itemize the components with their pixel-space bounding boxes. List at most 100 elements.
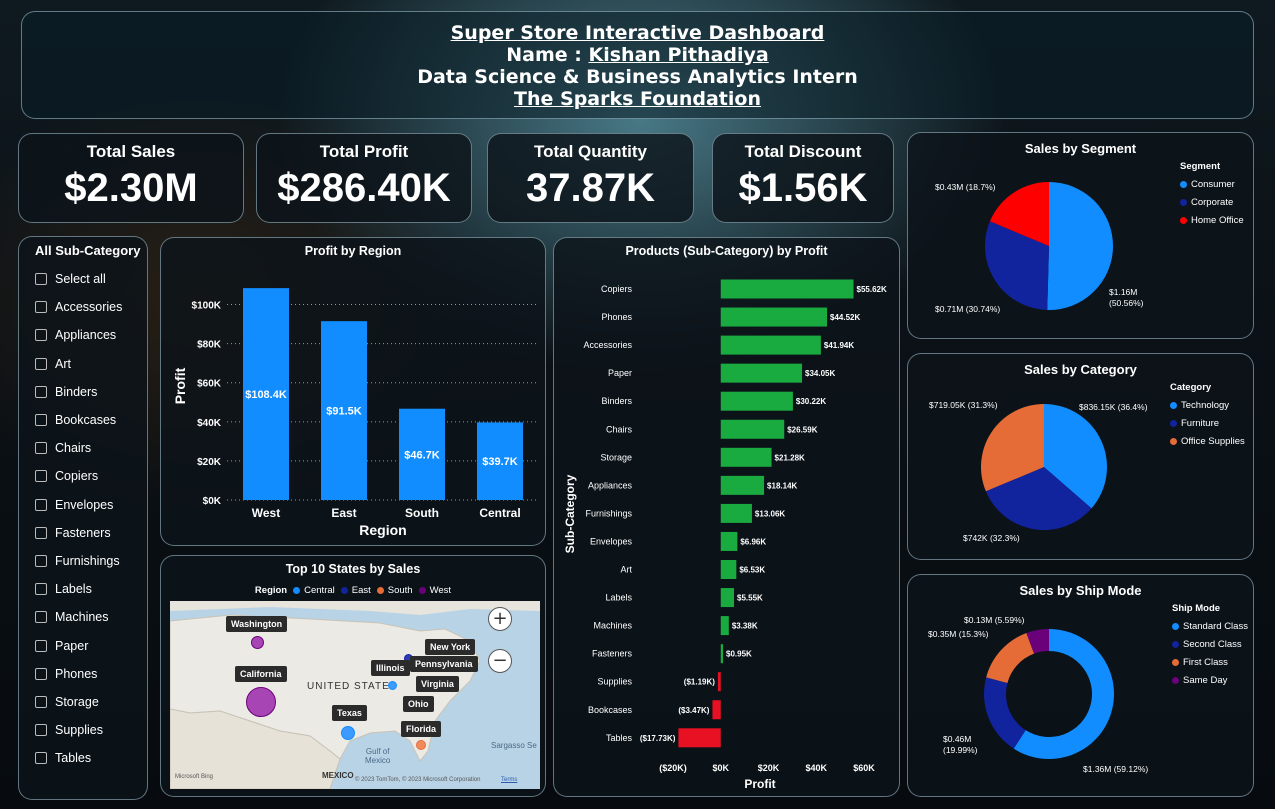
slicer-item-art[interactable]: Art	[35, 350, 147, 378]
slicer-item-storage[interactable]: Storage	[35, 688, 147, 716]
slice-furniture[interactable]	[985, 467, 1092, 530]
zoom-in-button[interactable]: +	[488, 607, 512, 631]
bar-copiers[interactable]	[720, 279, 854, 299]
bar-paper[interactable]	[720, 363, 803, 383]
slice-technology[interactable]	[1044, 404, 1107, 509]
bubble-california[interactable]	[246, 687, 276, 717]
bar-storage[interactable]	[720, 447, 772, 467]
slicer-item-envelopes[interactable]: Envelopes	[35, 491, 147, 519]
bar-phones[interactable]	[720, 307, 828, 327]
checkbox[interactable]	[35, 357, 47, 370]
checkbox[interactable]	[35, 498, 47, 511]
slicer-item-supplies[interactable]: Supplies	[35, 716, 147, 744]
data-label-accessories: $41.94K	[824, 341, 854, 350]
legend-item-standard-class[interactable]: Standard Class	[1172, 617, 1248, 635]
slicer-item-label: Paper	[55, 638, 89, 653]
slicer-item-fasteners[interactable]: Fasteners	[35, 519, 147, 547]
bar-envelopes[interactable]	[720, 531, 738, 551]
us-map[interactable]: UNITED STATES Gulf of Mexico Sargasso Se …	[170, 601, 540, 789]
checkbox[interactable]	[35, 442, 47, 455]
legend-item-consumer[interactable]: Consumer	[1180, 175, 1244, 193]
checkbox[interactable]	[35, 526, 47, 539]
bar-east[interactable]	[321, 321, 367, 500]
y-axis-title: Sub-Category	[563, 474, 577, 553]
slicer-item-labels[interactable]: Labels	[35, 575, 147, 603]
checkbox[interactable]	[35, 273, 47, 286]
bar-accessories[interactable]	[720, 335, 821, 355]
slice-first-class[interactable]	[986, 633, 1035, 683]
bar-bookcases[interactable]	[712, 700, 721, 720]
slicer-item-chairs[interactable]: Chairs	[35, 434, 147, 462]
bar-south[interactable]	[399, 408, 445, 500]
checkbox[interactable]	[35, 583, 47, 596]
checkbox[interactable]	[35, 301, 47, 314]
bar-chairs[interactable]	[720, 419, 785, 439]
bubble-texas[interactable]	[341, 726, 355, 740]
slicer-item-label: Accessories	[55, 300, 123, 315]
checkbox[interactable]	[35, 329, 47, 342]
checkbox[interactable]	[35, 667, 47, 680]
map-legend-central: Central	[304, 585, 335, 596]
bar-furnishings[interactable]	[720, 503, 752, 523]
bar-central[interactable]	[477, 422, 523, 500]
slicer-item-binders[interactable]: Binders	[35, 378, 147, 406]
legend-item-office-supplies[interactable]: Office Supplies	[1170, 432, 1245, 450]
zoom-out-button[interactable]: −	[488, 649, 512, 673]
bubble-illinois[interactable]	[388, 681, 397, 690]
slice-second-class[interactable]	[984, 677, 1026, 749]
bar-binders[interactable]	[720, 391, 793, 411]
slicer-item-copiers[interactable]: Copiers	[35, 462, 147, 490]
bar-machines[interactable]	[720, 616, 729, 636]
x-tick-label: South	[405, 506, 439, 520]
bar-fasteners[interactable]	[720, 644, 724, 664]
slice-office-supplies[interactable]	[981, 404, 1044, 492]
legend-item-furniture[interactable]: Furniture	[1170, 414, 1245, 432]
slice-home-office[interactable]	[989, 182, 1049, 246]
slicer-item-accessories[interactable]: Accessories	[35, 293, 147, 321]
y-tick-label: Furnishings	[585, 508, 632, 518]
checkbox[interactable]	[35, 611, 47, 624]
slice-corporate[interactable]	[985, 221, 1049, 310]
slice-standard-class[interactable]	[1013, 629, 1114, 759]
legend-item-second-class[interactable]: Second Class	[1172, 635, 1248, 653]
checkbox[interactable]	[35, 695, 47, 708]
legend-item-first-class[interactable]: First Class	[1172, 653, 1248, 671]
bar-appliances[interactable]	[720, 475, 765, 495]
checkbox[interactable]	[35, 554, 47, 567]
slicer-item-label: Phones	[55, 666, 98, 681]
bubble-washington[interactable]	[251, 636, 264, 649]
slicer-item-select-all[interactable]: Select all	[35, 265, 147, 293]
x-tick-label: $40K	[805, 763, 827, 773]
bar-west[interactable]	[243, 288, 289, 500]
checkbox[interactable]	[35, 385, 47, 398]
bar-supplies[interactable]	[717, 672, 721, 692]
slicer-item-machines[interactable]: Machines	[35, 603, 147, 631]
products-by-profit-panel: Products (Sub-Category) by Profit ($20K)…	[553, 237, 900, 797]
slicer-item-appliances[interactable]: Appliances	[35, 321, 147, 349]
checkbox[interactable]	[35, 724, 47, 737]
slice-consumer[interactable]	[1047, 182, 1113, 310]
legend-item-same-day[interactable]: Same Day	[1172, 671, 1248, 689]
data-label-appliances: $18.14K	[767, 481, 797, 490]
slice-same-day[interactable]	[1026, 629, 1049, 654]
bar-tables[interactable]	[678, 728, 721, 748]
bubble-florida[interactable]	[416, 740, 426, 750]
legend-item-technology[interactable]: Technology	[1170, 396, 1245, 414]
legend-item-home-office[interactable]: Home Office	[1180, 211, 1244, 229]
y-tick-label: Envelopes	[590, 536, 633, 546]
checkbox[interactable]	[35, 639, 47, 652]
map-terms-link[interactable]: Terms	[501, 777, 518, 783]
bar-art[interactable]	[720, 560, 737, 579]
checkbox[interactable]	[35, 752, 47, 765]
state-label-texas: Texas	[332, 705, 367, 721]
bar-labels[interactable]	[720, 588, 735, 608]
checkbox[interactable]	[35, 470, 47, 483]
slicer-item-furnishings[interactable]: Furnishings	[35, 547, 147, 575]
slicer-item-phones[interactable]: Phones	[35, 660, 147, 688]
legend-item-corporate[interactable]: Corporate	[1180, 193, 1244, 211]
checkbox[interactable]	[35, 414, 47, 427]
y-tick-label: Supplies	[597, 677, 632, 687]
slicer-item-tables[interactable]: Tables	[35, 744, 147, 772]
slicer-item-paper[interactable]: Paper	[35, 631, 147, 659]
slicer-item-bookcases[interactable]: Bookcases	[35, 406, 147, 434]
